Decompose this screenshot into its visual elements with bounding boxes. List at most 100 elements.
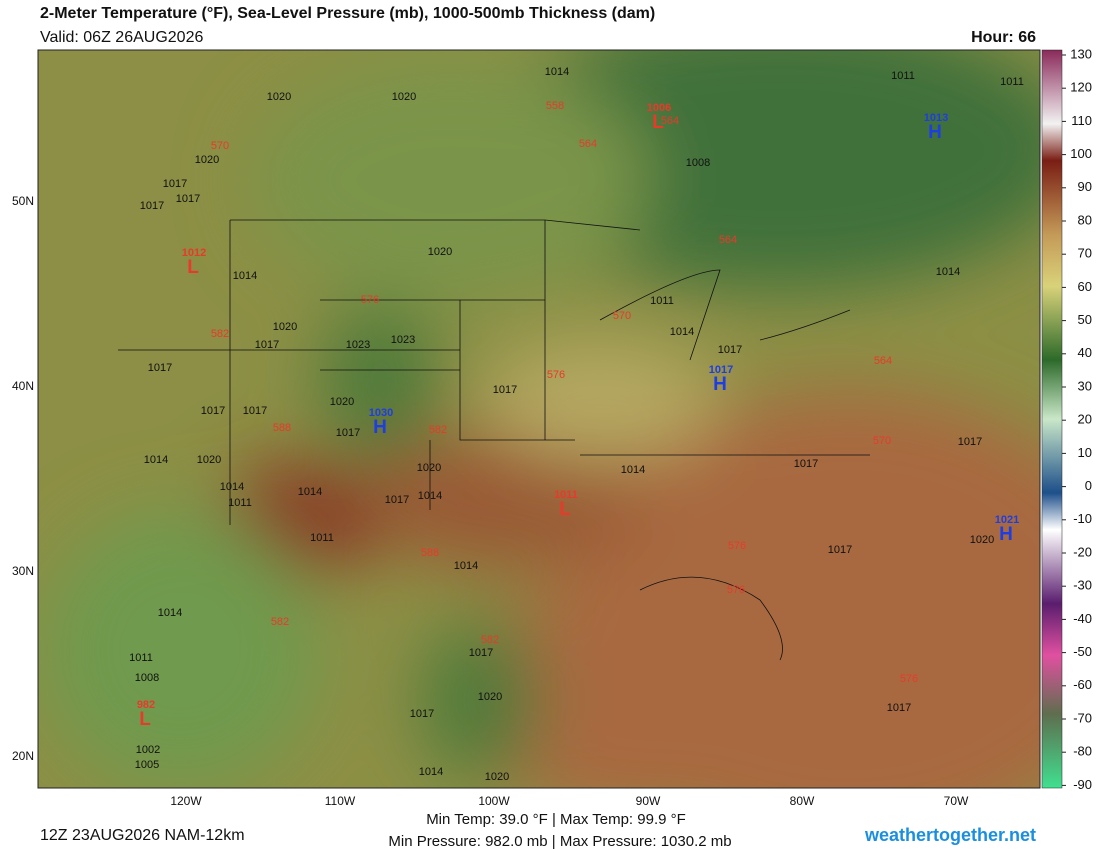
isobar-label: 1005: [135, 759, 159, 771]
isobar-label: 1020: [330, 396, 354, 408]
center-letter: L: [139, 709, 151, 730]
isobar-label: 1020: [417, 462, 441, 474]
isobar-label: 1014: [454, 560, 478, 572]
pressure-range: Min Pressure: 982.0 mb | Max Pressure: 1…: [388, 833, 731, 850]
colorbar-label: 30: [1078, 378, 1092, 393]
isobar-label: 1020: [478, 691, 502, 703]
colorbar-label: 70: [1078, 246, 1092, 261]
isobar-label: 1014: [418, 490, 442, 502]
isobar-label: 1017: [493, 384, 517, 396]
center-value: 1012: [182, 247, 206, 259]
colorbar-label: 50: [1078, 312, 1092, 327]
thickness-label: 564: [579, 138, 597, 150]
isobar-label: 1011: [228, 497, 252, 509]
thickness-label: 582: [211, 328, 229, 340]
colorbar-label: 80: [1078, 212, 1092, 227]
isobar-label: 1020: [428, 246, 452, 258]
colorbar-label: 20: [1078, 412, 1092, 427]
colorbar-label: 90: [1078, 179, 1092, 194]
model-run: 12Z 23AUG2026 NAM-12km: [40, 827, 245, 844]
center-value: 982: [137, 699, 155, 711]
center-value: 1021: [995, 514, 1019, 526]
isobar-label: 1017: [410, 708, 434, 720]
isobar-label: 1020: [267, 91, 291, 103]
isobar-label: 1023: [391, 334, 415, 346]
isobar-label: 1017: [163, 178, 187, 190]
colorbar-label: 60: [1078, 279, 1092, 294]
thickness-label: 570: [873, 435, 891, 447]
center-letter: L: [559, 499, 571, 520]
temperature-field: [38, 50, 1040, 788]
colorbar-label: -90: [1073, 777, 1092, 792]
isobar-label: 1011: [650, 295, 674, 307]
thickness-label: 564: [719, 234, 737, 246]
center-value: 1011: [554, 489, 578, 501]
center-letter: H: [713, 374, 727, 395]
isobar-label: 1023: [346, 339, 370, 351]
thickness-label: 576: [727, 584, 745, 596]
isobar-label: 1017: [148, 362, 172, 374]
isobar-label: 1020: [197, 454, 221, 466]
isobar-label: 1020: [273, 321, 297, 333]
colorbar-label: -10: [1073, 511, 1092, 526]
center-value: 1006: [647, 102, 671, 114]
isobar-label: 1017: [718, 344, 742, 356]
isobar-label: 1017: [140, 200, 164, 212]
title: 2-Meter Temperature (°F), Sea-Level Pres…: [40, 5, 655, 22]
colorbar-label: 100: [1070, 146, 1092, 161]
thickness-label: 588: [273, 422, 291, 434]
isobar-label: 1014: [545, 66, 569, 78]
lon-label: 110W: [325, 794, 356, 808]
isobar-label: 1017: [336, 427, 360, 439]
isobar-label: 1011: [129, 652, 153, 664]
isobar-label: 1014: [144, 454, 168, 466]
isobar-label: 1014: [670, 326, 694, 338]
thickness-label: 564: [874, 355, 892, 367]
thickness-label: 582: [429, 424, 447, 436]
center-letter: H: [999, 524, 1013, 545]
isobar-label: 1017: [958, 436, 982, 448]
center-letter: H: [928, 122, 942, 143]
thickness-label: 570: [613, 310, 631, 322]
isobar-label: 1017: [887, 702, 911, 714]
site-credit: weathertogether.net: [864, 825, 1036, 845]
isobar-label: 1014: [419, 766, 443, 778]
isobar-label: 1017: [828, 544, 852, 556]
colorbar-label: 0: [1085, 478, 1092, 493]
colorbar-label: 110: [1071, 113, 1092, 128]
isobar-label: 1014: [220, 481, 244, 493]
lon-label: 120W: [170, 794, 202, 808]
lat-label: 40N: [12, 379, 34, 393]
colorbar-label: -30: [1073, 578, 1092, 593]
thickness-label: 582: [271, 616, 289, 628]
lon-label: 100W: [478, 794, 510, 808]
isobar-label: 1017: [201, 405, 225, 417]
isobar-label: 1014: [233, 270, 257, 282]
center-value: 1017: [709, 364, 733, 376]
center-value: 1030: [369, 407, 393, 419]
isobar-label: 1017: [794, 458, 818, 470]
isobar-label: 1014: [158, 607, 182, 619]
isobar-label: 1017: [243, 405, 267, 417]
forecast-hour: Hour: 66: [971, 29, 1036, 46]
center-letter: H: [373, 417, 387, 438]
center-letter: L: [187, 257, 199, 278]
colorbar-label: -80: [1073, 744, 1092, 759]
isobar-label: 1014: [621, 464, 645, 476]
colorbar-label: -50: [1073, 644, 1092, 659]
colorbar-label: -70: [1073, 710, 1092, 725]
colorbar-label: -20: [1073, 544, 1092, 559]
thickness-label: 576: [900, 673, 918, 685]
colorbar-label: 40: [1078, 345, 1092, 360]
colorbar-label: 120: [1070, 80, 1092, 95]
colorbar-label: -40: [1073, 611, 1092, 626]
isobar-label: 1020: [392, 91, 416, 103]
isobar-label: 1017: [176, 193, 200, 205]
temp-range: Min Temp: 39.0 °F | Max Temp: 99.9 °F: [426, 811, 686, 828]
thickness-label: 576: [728, 540, 746, 552]
isobar-label: 1011: [1000, 76, 1024, 88]
lon-label: 80W: [790, 794, 815, 808]
thickness-label: 588: [421, 547, 439, 559]
